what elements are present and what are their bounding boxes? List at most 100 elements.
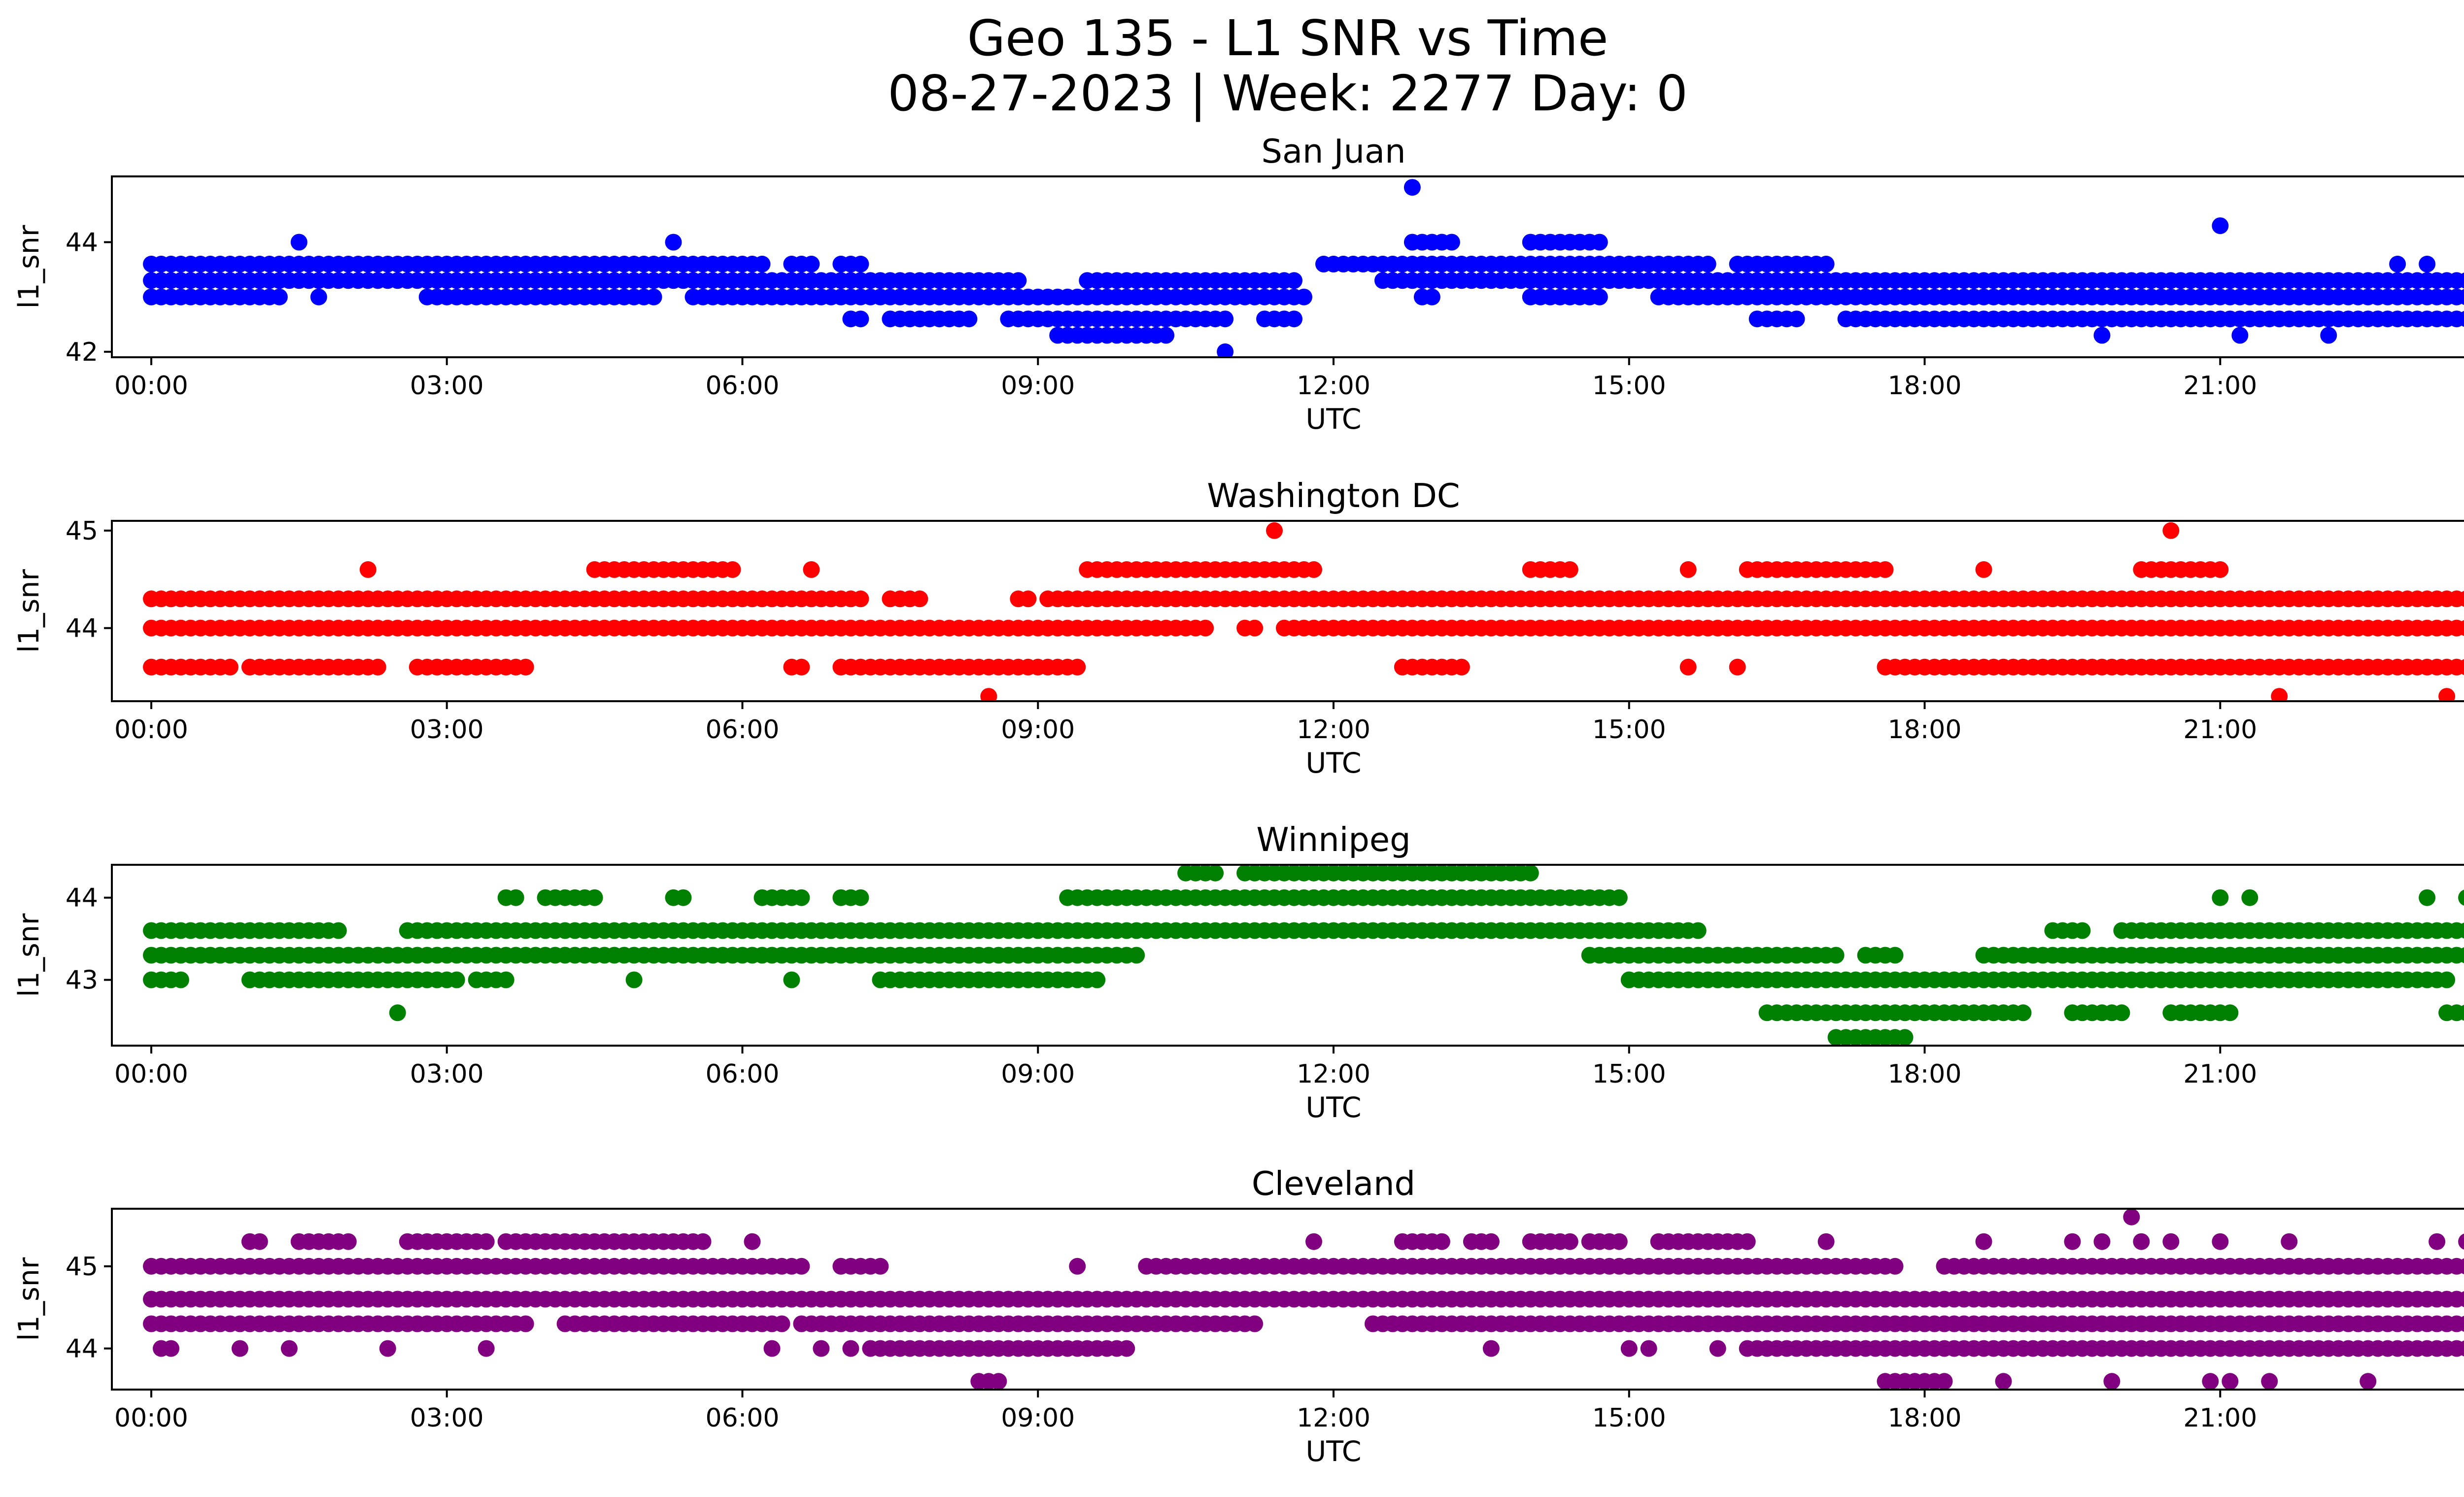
scatter-point: [793, 889, 810, 906]
scatter-point: [2261, 1373, 2278, 1390]
scatter-point: [803, 255, 820, 272]
scatter-point: [1266, 522, 1283, 539]
scatter-point: [1591, 234, 1608, 251]
x-axis-label: UTC: [1306, 747, 1362, 780]
scatter-point: [842, 1340, 859, 1357]
scatter-point: [163, 1340, 179, 1357]
subplot-title: Winnipeg: [1256, 820, 1410, 859]
scatter-point: [2458, 620, 2464, 636]
scatter-point: [852, 590, 869, 608]
x-tick-label: 21:00: [2183, 1059, 2257, 1089]
scatter-point: [1729, 658, 1746, 676]
scatter-point: [1069, 1258, 1086, 1275]
scatter-point: [231, 1340, 248, 1357]
x-tick-label: 15:00: [1592, 371, 1666, 401]
scatter-point: [1610, 889, 1628, 906]
scatter-point: [2133, 1233, 2150, 1250]
scatter-point: [911, 590, 928, 608]
scatter-point: [251, 1233, 268, 1250]
scatter-point: [2231, 327, 2249, 344]
scatter-series: [143, 1209, 2464, 1390]
scatter-point: [1640, 1340, 1657, 1357]
scatter-point: [2458, 272, 2464, 289]
x-tick-label: 06:00: [706, 371, 780, 401]
scatter-point: [2458, 1316, 2464, 1332]
x-tick-label: 09:00: [1001, 371, 1075, 401]
scatter-point: [517, 658, 534, 676]
x-tick-label: 21:00: [2183, 715, 2257, 745]
y-tick-label: 45: [66, 516, 98, 546]
y-tick-label: 43: [66, 966, 98, 995]
x-tick-label: 18:00: [1888, 1403, 1962, 1433]
scatter-point: [1739, 1233, 1756, 1250]
scatter-point: [2389, 255, 2406, 272]
x-tick-label: 18:00: [1888, 715, 1962, 745]
scatter-point: [665, 234, 682, 251]
x-axis-label: UTC: [1306, 1091, 1362, 1124]
scatter-point: [1561, 1233, 1578, 1250]
scatter-point: [1896, 1029, 1914, 1046]
scatter-point: [1197, 619, 1214, 637]
scatter-point: [478, 1233, 495, 1250]
scatter-point: [1069, 658, 1086, 676]
scatter-point: [872, 1258, 889, 1275]
scatter-point: [783, 971, 800, 988]
scatter-point: [2458, 1291, 2464, 1307]
x-tick-label: 12:00: [1297, 1403, 1370, 1433]
x-tick-label: 12:00: [1297, 371, 1370, 401]
scatter-point: [1877, 561, 1894, 578]
subplot-title: Cleveland: [1252, 1164, 1415, 1203]
scatter-point: [1936, 1373, 1953, 1390]
x-tick-label: 06:00: [706, 715, 780, 745]
scatter-point: [1010, 272, 1027, 289]
subplots: San Juan 00:00 03:00 06:00 09:00 12:00 15:00 18…: [13, 132, 2464, 1468]
x-tick-label: 00:00: [114, 715, 188, 745]
scatter-point: [1403, 179, 1421, 196]
scatter-point: [1118, 1340, 1135, 1357]
scatter-point: [990, 1373, 1007, 1390]
scatter-point: [2458, 889, 2464, 906]
y-tick-label: 42: [66, 338, 98, 367]
scatter-point: [2438, 688, 2456, 701]
y-axis-label: l1_snr: [13, 1257, 45, 1341]
x-tick-label: 15:00: [1592, 715, 1666, 745]
scatter-point: [340, 1233, 357, 1250]
scatter-point: [2458, 947, 2464, 963]
scatter-point: [2123, 1209, 2140, 1225]
scatter-point: [2113, 1004, 2130, 1021]
scatter-point: [1995, 1373, 2012, 1390]
scatter-point: [2202, 1373, 2219, 1390]
scatter-point: [2212, 1233, 2229, 1250]
scatter-point: [1689, 922, 1707, 939]
scatter-point: [793, 658, 810, 676]
scatter-point: [852, 889, 869, 906]
scatter-point: [1286, 310, 1302, 328]
scatter-point: [1207, 865, 1224, 882]
scatter-point: [1709, 1340, 1726, 1357]
y-tick-label: 44: [66, 614, 98, 644]
scatter-point: [773, 1315, 790, 1332]
scatter-point: [1591, 288, 1608, 306]
scatter-point: [1975, 1233, 1992, 1250]
scatter-point: [2064, 1233, 2081, 1250]
scatter-point: [330, 922, 347, 939]
scatter-point: [2360, 1373, 2377, 1390]
scatter-point: [2271, 688, 2288, 701]
x-axis-label: UTC: [1306, 1435, 1362, 1468]
y-tick-label: 44: [66, 1334, 98, 1364]
x-tick-label: 03:00: [410, 1403, 484, 1433]
scatter-point: [1610, 1233, 1628, 1250]
scatter-point: [2015, 1004, 2032, 1021]
scatter-point: [744, 1233, 761, 1250]
scatter-point: [2458, 310, 2464, 327]
x-tick-label: 09:00: [1001, 1403, 1075, 1433]
scatter-point: [1827, 947, 1845, 964]
figure-title-line1: Geo 135 - L1 SNR vs Time: [967, 9, 1608, 67]
scatter-point: [1305, 1233, 1322, 1250]
x-tick-label: 15:00: [1592, 1059, 1666, 1089]
scatter-point: [1975, 561, 1992, 578]
x-tick-label: 09:00: [1001, 1059, 1075, 1089]
scatter-point: [1423, 288, 1440, 306]
